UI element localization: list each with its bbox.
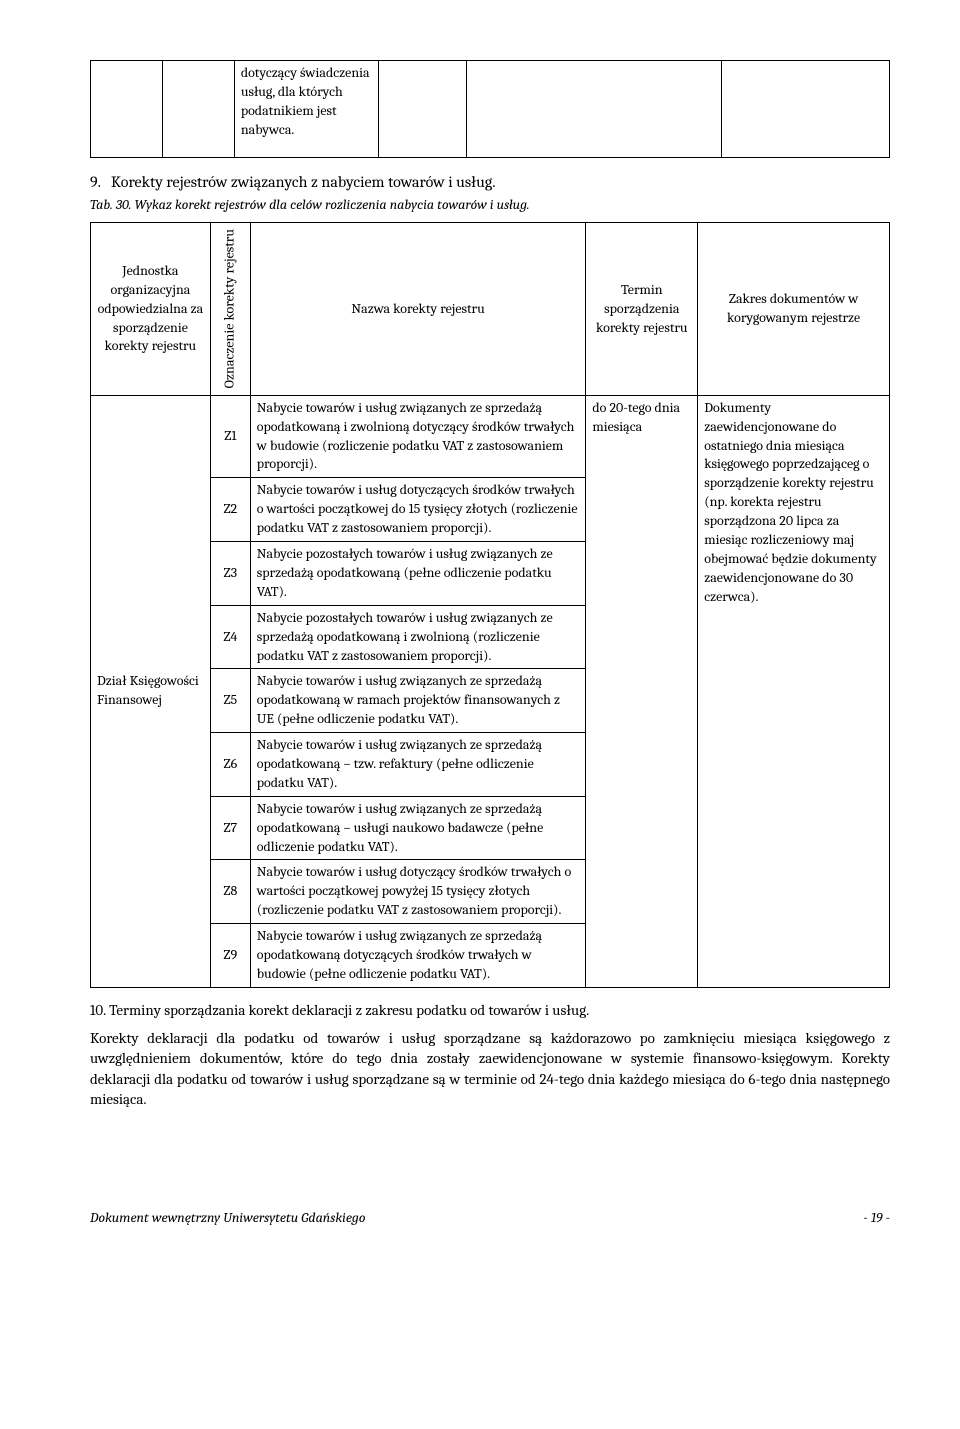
- section-9-number: 9.: [90, 173, 100, 191]
- correction-registers-table: Jednostka organizacyjna odpowiedzialna z…: [90, 222, 890, 987]
- code-cell: Z5: [210, 669, 250, 733]
- name-cell: Nabycie towarów i usług związanych ze sp…: [250, 669, 586, 733]
- footer-left: Dokument wewnętrzny Uniwersytetu Gdański…: [90, 1209, 366, 1228]
- termin-cell: do 20-tego dnia miesiąca: [586, 395, 698, 987]
- name-cell: Nabycie towarów i usług związanych ze sp…: [250, 733, 586, 797]
- zakres-cell: Dokumenty zaewidencjonowane do ostatnieg…: [698, 395, 890, 987]
- code-cell: Z9: [210, 924, 250, 988]
- footer-right: - 19 -: [863, 1209, 890, 1228]
- name-cell: Nabycie towarów i usług związanych ze sp…: [250, 395, 586, 478]
- table-caption: Tab. 30. Wykaz korekt rejestrów dla celó…: [90, 196, 890, 215]
- page-footer: Dokument wewnętrzny Uniwersytetu Gdański…: [90, 1209, 890, 1228]
- code-cell: Z7: [210, 796, 250, 860]
- col-header-term: Termin sporządzenia korekty rejestru: [586, 223, 698, 395]
- section-9-title: Korekty rejestrów związanych z nabyciem …: [111, 173, 495, 191]
- unit-cell: Dział Księgowości Finansowej: [91, 395, 211, 987]
- section-9-heading: 9. Korekty rejestrów związanych z nabyci…: [90, 172, 890, 194]
- name-cell: Nabycie towarów i usług dotyczących środ…: [250, 478, 586, 542]
- code-cell: Z3: [210, 542, 250, 606]
- table-row: Dział Księgowości Finansowej Z1 Nabycie …: [91, 395, 890, 478]
- col-header-name: Nazwa korekty rejestru: [250, 223, 586, 395]
- name-cell: Nabycie pozostałych towarów i usług zwią…: [250, 605, 586, 669]
- col-header-unit: Jednostka organizacyjna odpowiedzialna z…: [91, 223, 211, 395]
- code-cell: Z8: [210, 860, 250, 924]
- col-header-scope: Zakres dokumentów w korygowanym rejestrz…: [698, 223, 890, 395]
- name-cell: Nabycie towarów i usług związanych ze sp…: [250, 924, 586, 988]
- section-10-body: Korekty deklaracji dla podatku od towaró…: [90, 1028, 890, 1109]
- code-cell: Z2: [210, 478, 250, 542]
- name-cell: Nabycie towarów i usług dotyczący środkó…: [250, 860, 586, 924]
- name-cell: Nabycie pozostałych towarów i usług zwią…: [250, 542, 586, 606]
- top-fragment-table: dotyczący świadczenia usług, dla których…: [90, 60, 890, 158]
- code-cell: Z6: [210, 733, 250, 797]
- code-cell: Z4: [210, 605, 250, 669]
- name-cell: Nabycie towarów i usług związanych ze sp…: [250, 796, 586, 860]
- col-header-code: Oznaczenie korekty rejestru: [210, 223, 250, 395]
- top-table-cell-text: dotyczący świadczenia usług, dla których…: [234, 61, 378, 158]
- code-cell: Z1: [210, 395, 250, 478]
- section-10-heading: 10. Terminy sporządzania korekt deklarac…: [90, 1000, 890, 1020]
